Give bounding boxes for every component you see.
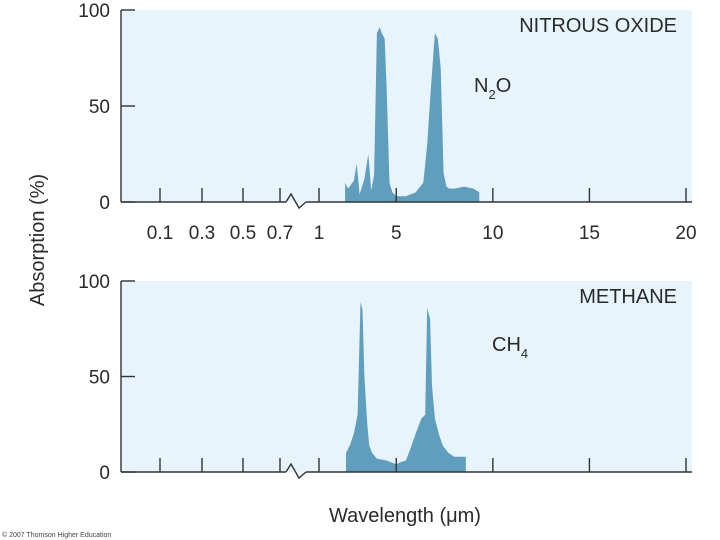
x-tick-label-4: 1 xyxy=(314,223,325,244)
y-tick-label-100: 100 xyxy=(78,272,110,293)
panel-title: METHANE xyxy=(579,286,677,308)
x-tick-label-6: 10 xyxy=(482,223,503,244)
x-tick-label-8: 20 xyxy=(675,223,696,244)
y-tick-label-100: 100 xyxy=(78,1,110,22)
x-tick-label-1: 0.3 xyxy=(189,223,215,244)
y-tick-label-50: 50 xyxy=(89,97,110,118)
plot-background xyxy=(121,281,692,472)
x-tick-label-7: 15 xyxy=(579,223,600,244)
x-axis-title: Wavelength (μm) xyxy=(329,505,481,527)
y-axis-title: Absorption (%) xyxy=(27,174,49,306)
x-tick-label-0: 0.1 xyxy=(147,223,173,244)
x-tick-label-5: 5 xyxy=(391,223,402,244)
plot-background xyxy=(121,10,692,202)
x-tick-label-2: 0.5 xyxy=(230,223,256,244)
x-tick-label-3: 0.7 xyxy=(267,223,293,244)
y-tick-label-50: 50 xyxy=(89,368,110,389)
panel-title: NITROUS OXIDE xyxy=(519,15,677,37)
copyright-text: © 2007 Thomson Higher Education xyxy=(2,531,111,539)
y-tick-label-0: 0 xyxy=(99,463,110,484)
y-tick-label-0: 0 xyxy=(99,193,110,214)
